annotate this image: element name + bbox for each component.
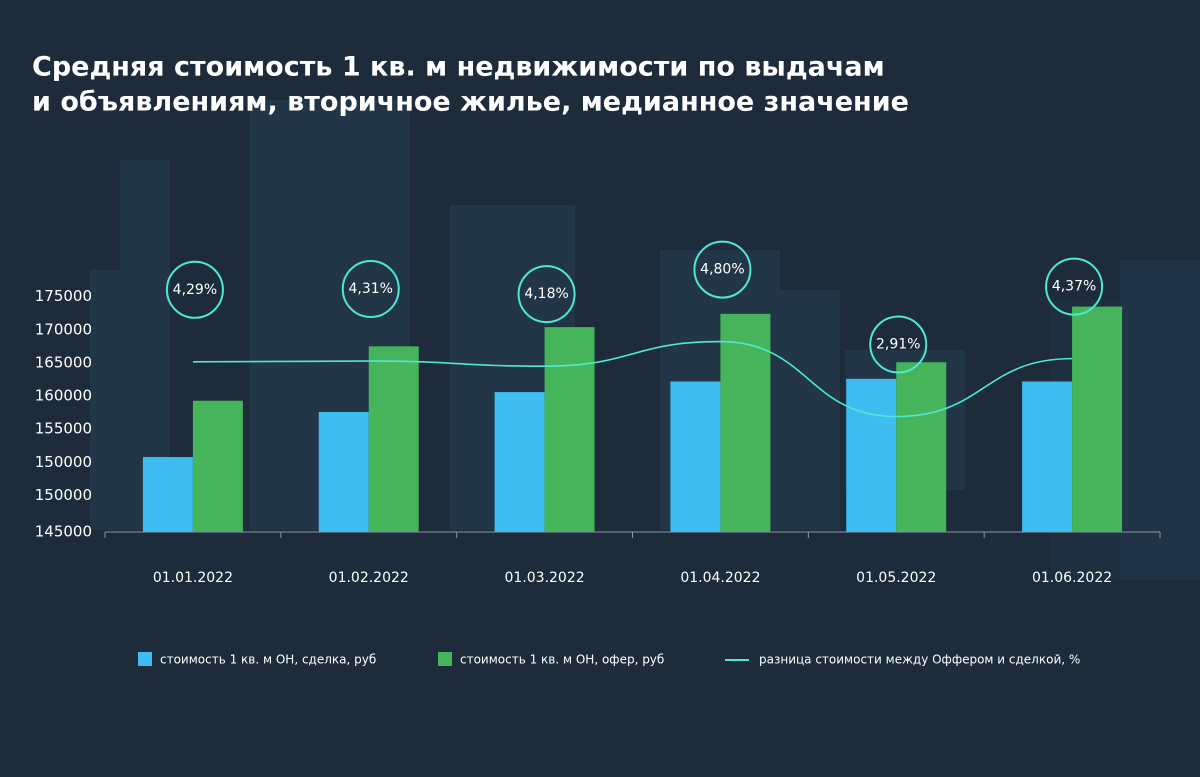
y-tick-label: 170000 — [35, 320, 92, 338]
bar — [318, 411, 369, 532]
value-label-circle — [693, 240, 752, 299]
line — [192, 340, 1073, 418]
value-label: 4,31% — [349, 281, 393, 297]
legend-swatch — [438, 652, 452, 666]
value-label: 4,29% — [173, 282, 217, 298]
legend-label: разница стоимости между Оффером и сделко… — [759, 653, 1080, 667]
y-tick-label: 150000 — [35, 486, 92, 504]
value-label-circle — [1045, 257, 1104, 316]
bar — [670, 381, 721, 532]
x-tick-label: 01.03.2022 — [504, 570, 584, 586]
value-label: 4,37% — [1052, 279, 1096, 295]
x-tick-label: 01.05.2022 — [856, 570, 936, 586]
bar — [544, 327, 595, 532]
legend-label: стоимость 1 кв. м ОН, сделка, руб — [160, 653, 376, 667]
y-tick-label: 145000 — [35, 523, 92, 541]
x-tick-label: 01.01.2022 — [153, 570, 233, 586]
x-tick-label: 01.06.2022 — [1032, 570, 1112, 586]
value-label-circle — [341, 260, 400, 319]
value-label: 2,91% — [876, 337, 920, 353]
y-tick-label: 160000 — [35, 387, 92, 405]
y-tick-label: 155000 — [35, 420, 92, 438]
bar — [896, 362, 947, 532]
legend-label: стоимость 1 кв. м ОН, офер, руб — [460, 653, 664, 667]
y-tick-label: 175000 — [35, 287, 92, 305]
chart-title: и объявлениям, вторичное жилье, медианно… — [32, 87, 909, 118]
legend-swatch — [138, 652, 152, 666]
value-label: 4,18% — [524, 286, 568, 302]
bar — [368, 346, 419, 532]
x-tick-label: 01.02.2022 — [329, 570, 409, 586]
bar — [192, 400, 243, 532]
bar — [1022, 381, 1073, 532]
y-tick-label: 150000 — [35, 453, 92, 471]
x-tick-label: 01.04.2022 — [680, 570, 760, 586]
value-label-circle — [517, 265, 576, 324]
bar — [1072, 306, 1123, 532]
value-label-circle — [165, 260, 224, 319]
value-label: 4,80% — [700, 262, 744, 278]
bar — [846, 378, 897, 532]
y-tick-label: 165000 — [35, 353, 92, 371]
value-label-circle — [869, 315, 928, 374]
chart-title: Средняя стоимость 1 кв. м недвижимости п… — [32, 52, 885, 83]
bar — [142, 457, 193, 532]
bar — [494, 392, 545, 532]
bar — [720, 313, 771, 532]
